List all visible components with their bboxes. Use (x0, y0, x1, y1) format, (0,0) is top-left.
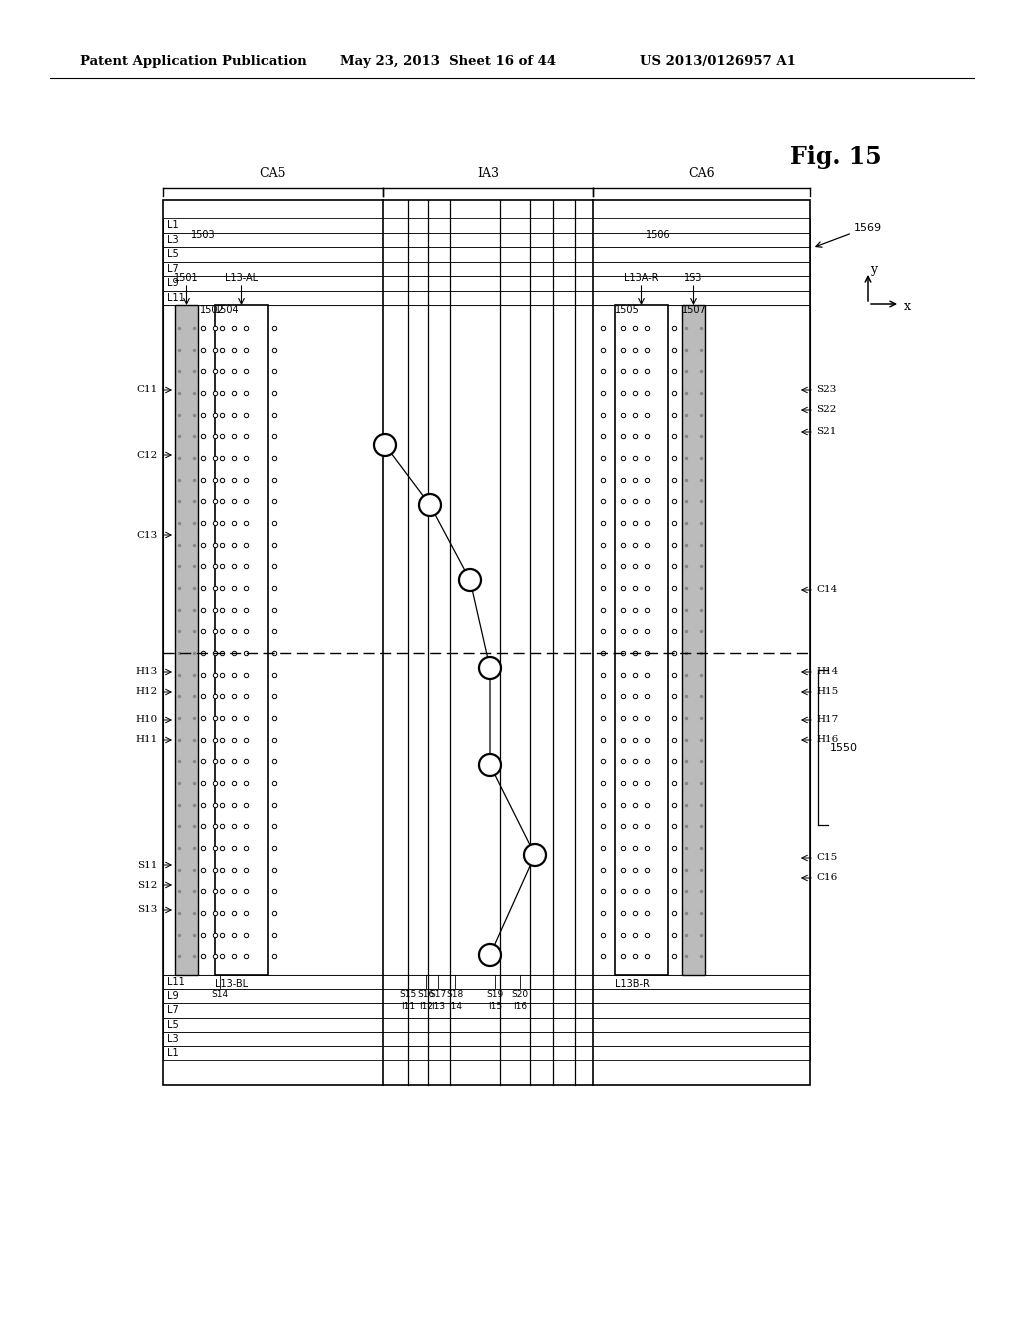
Text: 1S3: 1S3 (684, 273, 702, 282)
Text: Fig. 15: Fig. 15 (790, 145, 882, 169)
Text: S18: S18 (446, 990, 464, 999)
Text: L1: L1 (167, 220, 178, 230)
Circle shape (419, 494, 441, 516)
Text: x: x (904, 300, 911, 313)
Text: L13-BL: L13-BL (215, 979, 248, 989)
Bar (163, 232, 810, 247)
Text: L11: L11 (167, 977, 184, 987)
Text: L5: L5 (167, 249, 179, 259)
Text: L1: L1 (167, 1048, 178, 1057)
Bar (163, 1045, 810, 1060)
Text: L13A-R: L13A-R (625, 273, 658, 282)
Text: Patent Application Publication: Patent Application Publication (80, 55, 307, 69)
Bar (163, 1032, 810, 1045)
Text: L9: L9 (167, 991, 178, 1002)
Circle shape (524, 843, 546, 866)
Text: 1506: 1506 (645, 230, 670, 240)
Text: S21: S21 (816, 428, 837, 437)
Text: H14: H14 (816, 668, 839, 676)
Text: 1503: 1503 (190, 230, 215, 240)
Circle shape (479, 657, 501, 678)
Text: I15: I15 (488, 1002, 502, 1011)
Text: L7: L7 (167, 264, 179, 273)
Text: S23: S23 (816, 385, 837, 395)
Text: CA6: CA6 (688, 168, 715, 180)
Bar (163, 247, 810, 261)
Text: S19: S19 (486, 990, 504, 999)
Text: S14: S14 (211, 990, 228, 999)
Bar (163, 276, 810, 290)
Text: H11: H11 (136, 735, 158, 744)
Text: 1501: 1501 (174, 273, 199, 282)
Text: H12: H12 (136, 688, 158, 697)
Circle shape (459, 569, 481, 591)
Bar (175, 305, 198, 975)
Text: 1569: 1569 (854, 223, 882, 234)
Text: S22: S22 (816, 405, 837, 414)
Text: H16: H16 (816, 735, 839, 744)
Text: 1504: 1504 (215, 305, 240, 315)
Text: I11: I11 (401, 1002, 415, 1011)
Circle shape (479, 754, 501, 776)
Text: C11: C11 (137, 385, 158, 395)
Text: 1505: 1505 (615, 305, 640, 315)
Text: L9: L9 (167, 279, 178, 288)
Text: 1502: 1502 (200, 305, 224, 315)
Text: L11: L11 (167, 293, 184, 302)
Text: IA3: IA3 (477, 168, 499, 180)
Bar (163, 975, 810, 989)
Text: L7: L7 (167, 1006, 179, 1015)
Text: L13B-R: L13B-R (615, 979, 650, 989)
Text: C15: C15 (816, 854, 838, 862)
Circle shape (479, 944, 501, 966)
Text: S16: S16 (418, 990, 434, 999)
Text: C12: C12 (137, 450, 158, 459)
Bar (215, 305, 268, 975)
Text: US 2013/0126957 A1: US 2013/0126957 A1 (640, 55, 796, 69)
Bar (163, 1018, 810, 1032)
Bar (163, 305, 810, 975)
Bar (163, 989, 810, 1003)
Text: C14: C14 (816, 586, 838, 594)
Text: S15: S15 (399, 990, 417, 999)
Text: L3: L3 (167, 235, 178, 244)
Text: S17: S17 (429, 990, 446, 999)
Text: S12: S12 (137, 880, 158, 890)
Bar (163, 1003, 810, 1018)
Text: 1507: 1507 (682, 305, 707, 315)
Text: L5: L5 (167, 1019, 179, 1030)
Text: y: y (870, 263, 878, 276)
Text: S20: S20 (511, 990, 528, 999)
Text: I12: I12 (419, 1002, 433, 1011)
Text: S13: S13 (137, 906, 158, 915)
Text: S11: S11 (137, 861, 158, 870)
Text: 1550: 1550 (830, 743, 858, 752)
Text: C16: C16 (816, 874, 838, 883)
Text: L3: L3 (167, 1034, 178, 1044)
Text: C13: C13 (137, 531, 158, 540)
Bar (163, 201, 810, 1085)
Text: I16: I16 (513, 1002, 527, 1011)
Text: H15: H15 (816, 688, 839, 697)
Text: H10: H10 (136, 715, 158, 725)
Text: H17: H17 (816, 715, 839, 725)
Text: H13: H13 (136, 668, 158, 676)
Bar (163, 261, 810, 276)
Circle shape (374, 434, 396, 455)
Bar (163, 218, 810, 232)
Text: L13-AL: L13-AL (225, 273, 258, 282)
Text: I13: I13 (431, 1002, 445, 1011)
Bar (163, 290, 810, 305)
Bar (682, 305, 705, 975)
Text: CA5: CA5 (260, 168, 287, 180)
Text: I14: I14 (449, 1002, 462, 1011)
Bar (615, 305, 668, 975)
Text: May 23, 2013  Sheet 16 of 44: May 23, 2013 Sheet 16 of 44 (340, 55, 556, 69)
